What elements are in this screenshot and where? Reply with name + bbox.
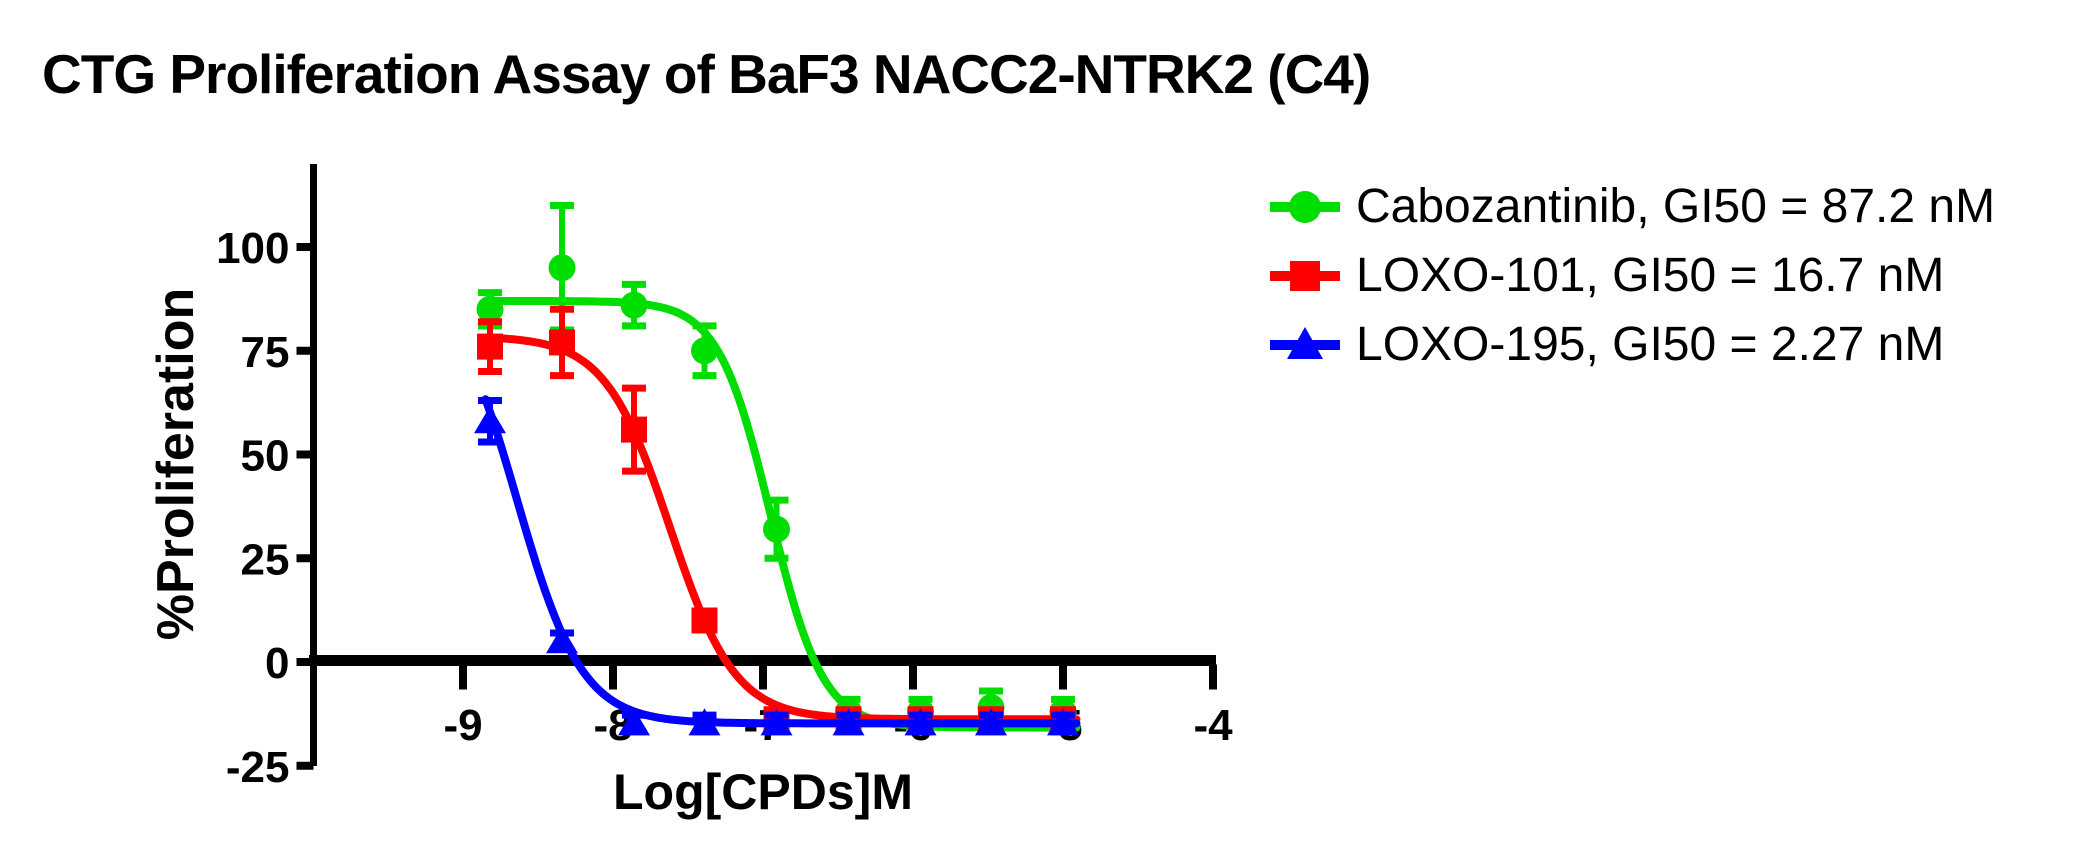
y-tick-label: 100: [216, 224, 289, 273]
data-point-circle: [620, 291, 648, 319]
x-axis-title: Log[CPDs]M: [613, 764, 913, 820]
legend-label: LOXO-101, GI50 = 16.7 nM: [1356, 249, 1945, 302]
data-point-circle: [476, 295, 504, 323]
y-tick-label: 25: [241, 535, 290, 584]
legend-item-loxo-195: LOXO-195, GI50 = 2.27 nM: [1268, 310, 1995, 379]
y-tick-label: 75: [241, 328, 290, 377]
y-tick-label: 50: [241, 432, 290, 481]
triangle-marker-icon: [1270, 326, 1340, 359]
legend-label: LOXO-195, GI50 = 2.27 nM: [1356, 318, 1945, 371]
data-point-square: [477, 333, 503, 360]
series-loxo-195: [474, 395, 1081, 736]
data-point-triangle: [832, 708, 865, 736]
legend-item-loxo-101: LOXO-101, GI50 = 16.7 nM: [1268, 241, 1995, 310]
data-point-triangle: [975, 708, 1007, 736]
data-point-circle: [691, 337, 718, 365]
legend: Cabozantinib, GI50 = 87.2 nM LOXO-101, G…: [1268, 172, 1995, 379]
y-tick-label: -25: [226, 743, 290, 792]
chart-title: CTG Proliferation Assay of BaF3 NACC2-NT…: [42, 43, 1371, 105]
data-point-triangle: [618, 708, 650, 736]
data-point-triangle: [688, 708, 721, 736]
x-tick-label: -4: [1193, 701, 1233, 750]
square-marker-icon: [1270, 260, 1340, 291]
data-point-square: [549, 329, 575, 356]
data-point-circle: [763, 515, 790, 543]
data-point-triangle: [546, 626, 578, 654]
data-point-triangle: [474, 406, 506, 434]
legend-label: Cabozantinib, GI50 = 87.2 nM: [1356, 180, 1996, 233]
data-point-triangle: [904, 708, 937, 736]
x-tick-label: -9: [443, 701, 482, 750]
y-tick-label: 0: [265, 639, 289, 688]
circle-marker-icon: [1270, 190, 1340, 223]
data-point-square: [691, 607, 718, 634]
y-axis-title: %Proliferation: [147, 287, 205, 641]
data-point-square: [621, 416, 647, 443]
legend-item-cabozantinib: Cabozantinib, GI50 = 87.2 nM: [1268, 172, 1995, 241]
data-point-triangle: [1047, 708, 1079, 736]
data-point-circle: [548, 254, 576, 282]
data-point-triangle: [760, 708, 793, 736]
